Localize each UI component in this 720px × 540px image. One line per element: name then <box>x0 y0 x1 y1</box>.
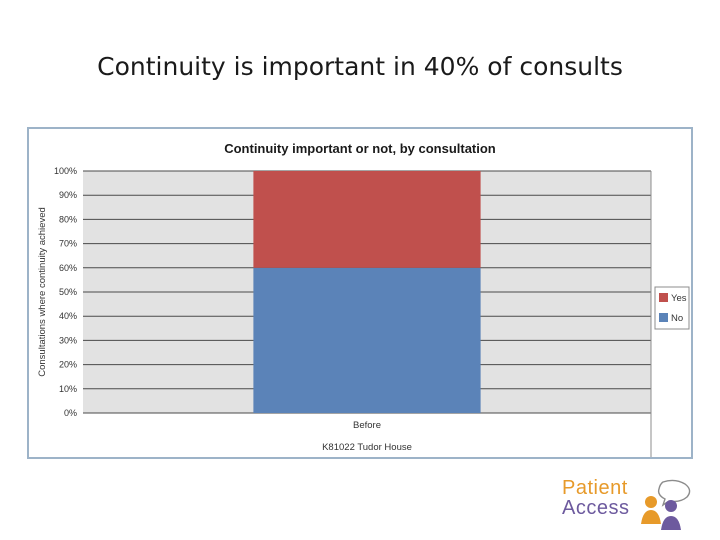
y-tick-label: 70% <box>59 239 77 249</box>
logo-line-1: Patient <box>562 477 628 499</box>
legend-swatch-yes <box>659 293 668 302</box>
bar-yes-before <box>253 171 481 268</box>
bars <box>253 171 481 413</box>
person-body-purple <box>661 516 681 530</box>
person-body-orange <box>641 510 661 524</box>
legend-label-yes: Yes <box>671 293 687 304</box>
x-axis-ticks: Before <box>353 420 381 431</box>
speech-bubble-icon <box>657 479 691 507</box>
y-tick-label: 30% <box>59 335 77 345</box>
y-axis-ticks: 0% 10% 20% 30% 40% 50% 60% 70% 80% 90% 100% <box>54 166 77 418</box>
y-tick-label: 100% <box>54 166 77 176</box>
x-tick-label: Before <box>353 420 381 431</box>
x-axis-label: K81022 Tudor House <box>322 442 412 453</box>
y-tick-label: 10% <box>59 384 77 394</box>
y-tick-label: 80% <box>59 214 77 224</box>
y-tick-label: 50% <box>59 287 77 297</box>
chart-container: Continuity important or not, by consulta… <box>27 127 693 459</box>
y-tick-label: 20% <box>59 360 77 370</box>
person-head-orange <box>645 496 657 508</box>
legend-label-no: No <box>671 313 683 324</box>
chart-svg: Continuity important or not, by consulta… <box>37 141 690 457</box>
legend: Yes No <box>654 286 690 330</box>
bar-no-before <box>253 267 481 413</box>
y-tick-label: 40% <box>59 311 77 321</box>
slide-title: Continuity is important in 40% of consul… <box>97 52 623 81</box>
legend-swatch-no <box>659 313 668 322</box>
person-head-purple <box>665 500 677 512</box>
patient-access-logo: Patient Access <box>562 478 697 534</box>
people-speech-icon <box>641 479 691 530</box>
chart-title: Continuity important or not, by consulta… <box>224 141 496 156</box>
logo-line-2: Access <box>562 497 630 519</box>
y-tick-label: 90% <box>59 190 77 200</box>
y-axis-label: Consultations where continuity achieved <box>37 207 48 377</box>
y-tick-label: 0% <box>64 408 77 418</box>
y-tick-label: 60% <box>59 263 77 273</box>
